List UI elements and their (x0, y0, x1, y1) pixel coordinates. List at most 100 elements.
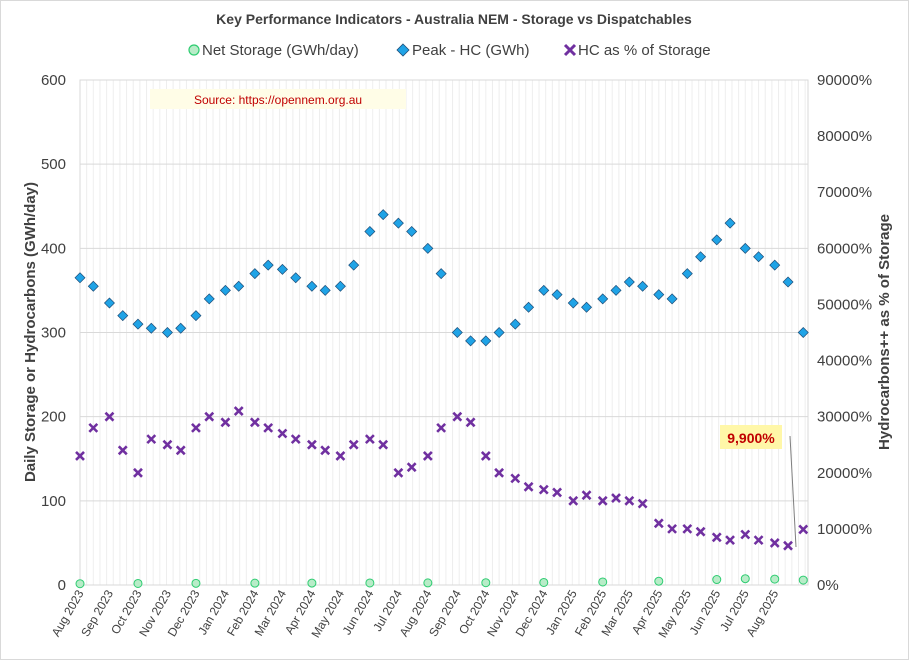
peak-hc-point (132, 318, 144, 330)
hc-percent-point (263, 422, 274, 433)
hc-percent-point (538, 484, 549, 495)
peak-hc-point (233, 280, 245, 292)
hc-percent-point (753, 535, 764, 546)
hc-percent-point (552, 487, 563, 498)
hc-percent-point (348, 439, 359, 450)
peak-hc-point (480, 335, 492, 347)
peak-hc-point (581, 301, 593, 313)
hc-percent-point (306, 439, 317, 450)
peak-hc-point (87, 280, 99, 292)
hc-percent-point (88, 422, 99, 433)
net-storage-point (481, 578, 491, 588)
peak-hc-point (392, 217, 404, 229)
hc-percent-point (637, 498, 648, 509)
callout-leader (789, 435, 797, 548)
net-storage-point (423, 578, 433, 588)
peak-hc-point (175, 322, 187, 334)
y-tick-label-right: 30000% (817, 409, 872, 426)
peak-hc-point (538, 284, 550, 296)
peak-hc-point (334, 280, 346, 292)
hc-percent-point (695, 526, 706, 537)
hc-percent-point (523, 481, 534, 492)
hc-percent-point (711, 532, 722, 543)
peak-hc-point (637, 280, 649, 292)
hc-percent-point (104, 411, 115, 422)
peak-hc-point (451, 327, 463, 338)
peak-hc-point (435, 268, 447, 280)
peak-hc-point (219, 284, 231, 296)
peak-hc-point (161, 327, 173, 338)
net-storage-point (654, 576, 664, 586)
net-storage-point (798, 575, 808, 585)
legend-marker-diamond (396, 43, 410, 57)
peak-hc-point (739, 242, 751, 254)
peak-hc-point (190, 310, 202, 322)
net-storage-point (712, 575, 722, 585)
legend-item-peak-hc: Peak - HC (GWh) (396, 42, 530, 59)
hc-percent-point (740, 529, 751, 540)
y-tick-label-right: 80000% (817, 128, 872, 145)
callout-box (720, 425, 782, 449)
source-text: Source: https://opennem.org.au (194, 93, 362, 107)
hc-percent-point (133, 467, 143, 478)
y-axis-right: 0% 10000% 20000% 30000% 40000% 50000% 60000% 70… (817, 72, 872, 594)
net-storage-point (75, 579, 85, 589)
callout: 9,900% (720, 425, 797, 548)
hc-percent-point (117, 445, 128, 456)
series-hc-percent (75, 406, 809, 551)
peak-hc-point (422, 242, 434, 254)
peak-hc-point (377, 209, 389, 221)
peak-hc-point (782, 276, 794, 288)
peak-hc-point (797, 327, 809, 338)
hc-percent-point (769, 537, 780, 548)
hc-percent-point (191, 422, 201, 433)
y-axis-right-title: Hydrocarbons++ as % of Storage (876, 214, 893, 450)
y-tick-label-right: 10000% (817, 521, 872, 538)
peak-hc-point (348, 259, 360, 271)
hc-percent-point (406, 462, 417, 473)
peak-hc-point (306, 280, 318, 292)
callout-text: 9,900% (727, 430, 775, 446)
hc-percent-point (146, 434, 157, 445)
peak-hc-point (623, 276, 635, 288)
peak-hc-point (610, 284, 622, 296)
hc-percent-point (378, 439, 389, 450)
hc-percent-point (494, 467, 505, 478)
legend-label-peak-hc: Peak - HC (GWh) (412, 42, 530, 59)
peak-hc-point (681, 268, 693, 280)
net-storage-point (307, 578, 317, 588)
net-storage-point (250, 578, 260, 588)
hc-percent-point (624, 495, 635, 506)
peak-hc-point (695, 251, 707, 263)
net-storage-point (770, 574, 780, 584)
y-tick-label-left: 400 (41, 240, 66, 257)
hc-percent-point (581, 490, 592, 501)
peak-hc-point (493, 327, 505, 338)
y-tick-label-left: 600 (41, 72, 66, 89)
source-note: Source: https://opennem.org.au (150, 89, 406, 109)
hc-percent-point (783, 540, 793, 551)
series-net-storage (75, 574, 808, 589)
y-tick-label-left: 300 (41, 325, 66, 342)
chart-title: Key Performance Indicators - Australia N… (216, 11, 692, 27)
hc-percent-point (597, 495, 608, 506)
y-axis-left-title: Daily Storage or Hydrocarbons (GWh/day) (22, 182, 39, 482)
legend: Net Storage (GWh/day) Peak - HC (GWh) HC… (188, 42, 711, 59)
hc-percent-point (452, 411, 463, 422)
peak-hc-point (465, 335, 477, 347)
peak-hc-point (597, 293, 609, 305)
hc-percent-point (480, 451, 491, 461)
peak-hc-point (364, 226, 376, 237)
hc-percent-point (510, 473, 521, 484)
peak-hc-point (249, 268, 261, 280)
hc-percent-point (725, 535, 735, 546)
y-tick-label-left: 200 (41, 409, 66, 426)
hc-percent-point (682, 523, 693, 534)
y-tick-label-right: 90000% (817, 72, 872, 89)
peak-hc-point (117, 310, 129, 322)
y-axis-left: 0 100 200 300 400 500 600 (41, 72, 66, 594)
hc-percent-point (220, 417, 231, 428)
hc-percent-point (568, 495, 579, 506)
